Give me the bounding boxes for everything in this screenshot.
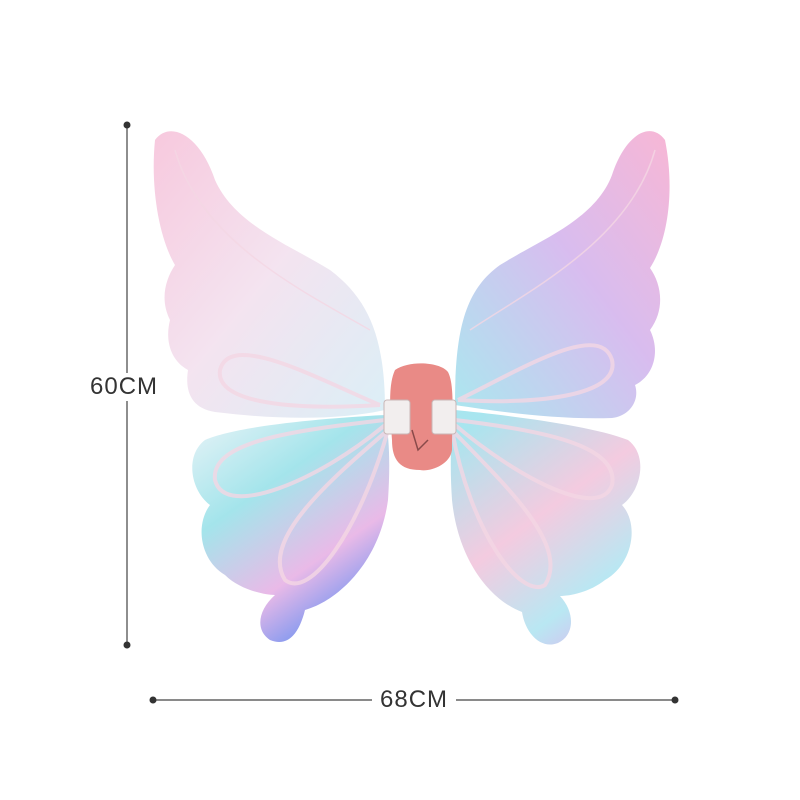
upper-left-wing xyxy=(153,131,385,418)
upper-right-wing xyxy=(455,131,670,419)
battery-box-center xyxy=(383,363,457,471)
width-label: 68CM xyxy=(372,686,457,714)
lower-right-wing xyxy=(450,410,641,645)
height-label: 60CM xyxy=(90,373,159,401)
wing-pattern xyxy=(174,149,656,589)
